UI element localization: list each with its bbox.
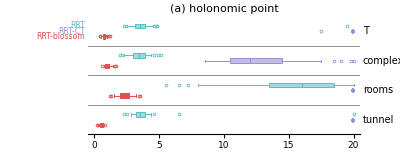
Text: RRT-CT: RRT-CT	[58, 27, 85, 36]
PathPatch shape	[269, 83, 334, 87]
PathPatch shape	[135, 24, 145, 28]
Text: complex: complex	[363, 56, 400, 66]
Text: RRT: RRT	[70, 21, 85, 30]
PathPatch shape	[106, 64, 109, 68]
Text: RRT-blossom: RRT-blossom	[37, 32, 85, 41]
PathPatch shape	[352, 117, 353, 122]
PathPatch shape	[136, 112, 145, 117]
PathPatch shape	[120, 93, 130, 98]
PathPatch shape	[352, 29, 353, 33]
Text: tunnel: tunnel	[363, 115, 394, 125]
Title: (a) holonomic point: (a) holonomic point	[170, 4, 278, 14]
PathPatch shape	[100, 123, 103, 127]
PathPatch shape	[133, 53, 145, 58]
Text: rooms: rooms	[363, 85, 393, 95]
Text: T: T	[363, 26, 368, 36]
PathPatch shape	[352, 88, 353, 92]
PathPatch shape	[230, 58, 282, 63]
PathPatch shape	[103, 34, 106, 39]
